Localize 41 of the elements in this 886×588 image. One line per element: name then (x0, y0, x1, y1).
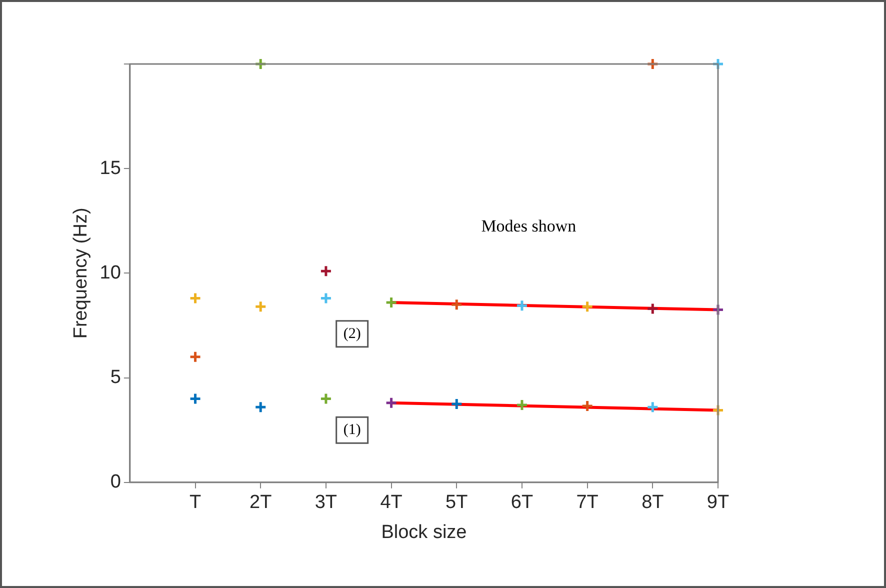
annotation: (1) (343, 422, 361, 438)
point (189, 392, 202, 405)
x-axis-title: Block size (381, 522, 467, 543)
point (646, 302, 659, 316)
point (581, 300, 594, 313)
x-tick-label: 7T (576, 492, 599, 514)
point (516, 299, 528, 312)
point (712, 58, 724, 70)
point (712, 404, 724, 416)
point (646, 58, 659, 70)
y-tick-label: 15 (100, 158, 121, 179)
point (516, 398, 528, 412)
point (189, 292, 202, 305)
point (385, 296, 398, 309)
x-tick-label: 4T (380, 492, 403, 514)
point (320, 292, 332, 305)
point (320, 392, 332, 405)
point (712, 304, 724, 316)
point (254, 400, 267, 414)
point (581, 400, 594, 412)
x-tick-label: 8T (642, 492, 664, 514)
annotation: (2) (343, 326, 361, 342)
point (254, 300, 267, 313)
x-tick-label: 3T (314, 492, 338, 514)
x-tick-label: 9T (706, 492, 730, 514)
y-tick-label: 5 (110, 367, 121, 388)
point (385, 396, 398, 410)
annotation: Modes shown (481, 216, 577, 236)
x-tick-label: 5T (446, 492, 468, 514)
point (189, 350, 202, 364)
point (646, 400, 659, 414)
y-axis-title: Frequency (Hz) (70, 208, 92, 339)
x-tick-label: 6T (510, 492, 534, 514)
y-tick-label: 10 (100, 262, 121, 284)
point (450, 398, 463, 410)
x-tick-label: 2T (250, 492, 272, 514)
point (254, 58, 267, 70)
y-tick-label: 0 (110, 472, 121, 493)
point (320, 264, 332, 278)
x-tick-label: T (189, 492, 202, 514)
point (450, 298, 463, 311)
